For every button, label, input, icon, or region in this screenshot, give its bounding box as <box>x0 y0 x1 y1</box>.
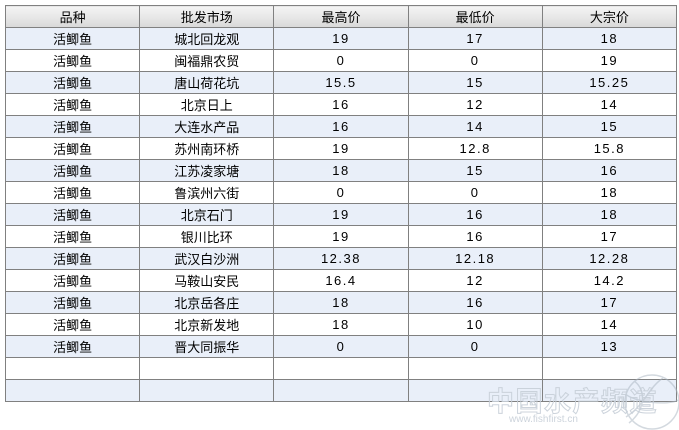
svg-text:www.fishfirst.cn: www.fishfirst.cn <box>508 414 578 425</box>
